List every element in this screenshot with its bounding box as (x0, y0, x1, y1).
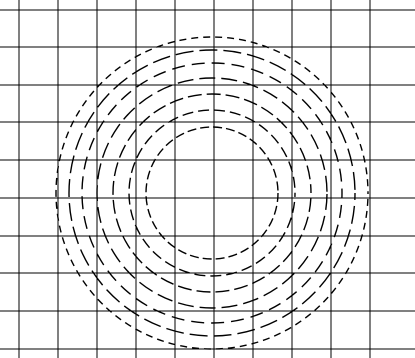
ring-7 (55, 36, 369, 350)
ring-2 (128, 109, 296, 277)
ring-6 (68, 49, 356, 337)
ring-1 (145, 126, 279, 260)
ring-5 (81, 62, 343, 324)
concentric-rings (55, 36, 369, 350)
ring-4 (96, 77, 328, 309)
ring-3 (112, 93, 312, 293)
